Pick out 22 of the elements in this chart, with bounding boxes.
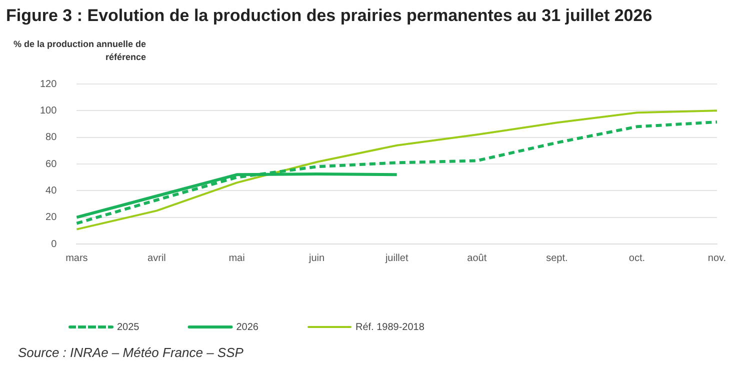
legend-label: 2025 — [117, 322, 140, 333]
chart-title: Figure 3 : Evolution de la production des prairies permanentes au 31 juillet 2026 — [6, 6, 652, 26]
y-tick-label: 40 — [46, 185, 58, 196]
x-tick-label: août — [467, 252, 487, 264]
x-tick-label: juillet — [384, 252, 408, 264]
x-tick-label: sept. — [546, 252, 568, 264]
y-tick-label: 100 — [40, 105, 58, 116]
y-tick-label: 0 — [51, 238, 58, 250]
x-tick-label: oct. — [628, 252, 646, 264]
x-tick-label: nov. — [708, 252, 726, 264]
y-tick-label: 120 — [40, 78, 58, 90]
x-tick-label: mars — [66, 252, 88, 264]
x-tick-label: mai — [228, 252, 245, 264]
y-tick-label: 20 — [46, 212, 58, 224]
y-tick-label: 60 — [46, 158, 58, 170]
y-axis-title: % de la production annuelle de référence — [12, 38, 146, 64]
x-tick-label: avril — [148, 252, 166, 264]
y-tick-label: 80 — [46, 132, 58, 144]
legend-label: Réf. 1989-2018 — [355, 322, 425, 333]
x-tick-label: juin — [308, 252, 325, 264]
source-note: Source : INRAe – Météo France – SSP — [18, 345, 244, 360]
legend-label: 2026 — [236, 322, 259, 333]
